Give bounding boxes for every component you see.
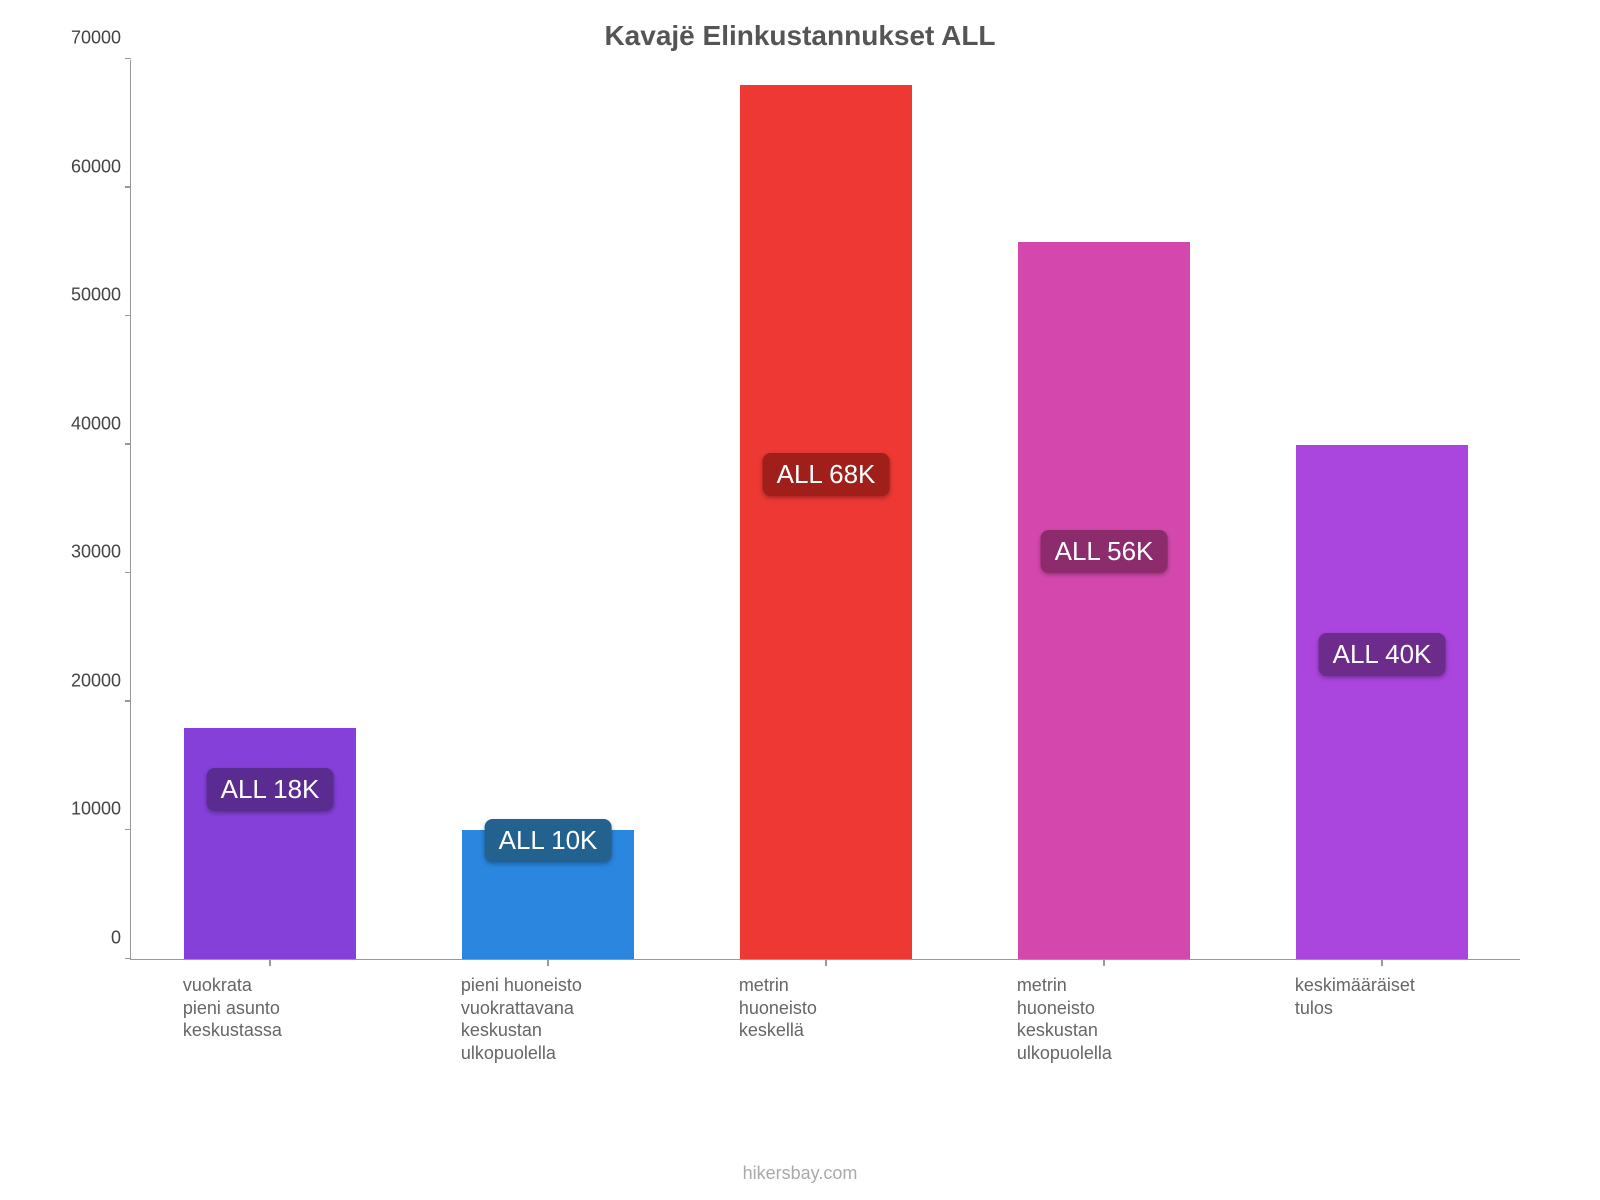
bar (1296, 445, 1468, 959)
x-axis-label: pieni huoneistovuokrattavanakeskustanulk… (461, 974, 673, 1064)
y-tick-label: 0 (61, 928, 121, 949)
x-tick-mark (1103, 960, 1105, 966)
y-tick-label: 30000 (61, 542, 121, 563)
bar (1018, 242, 1190, 959)
y-tick-mark (125, 572, 131, 574)
y-tick-label: 10000 (61, 799, 121, 820)
y-tick-mark (125, 315, 131, 317)
y-tick-label: 60000 (61, 156, 121, 177)
y-tick-mark (125, 829, 131, 831)
y-tick-label: 70000 (61, 28, 121, 49)
y-tick-label: 40000 (61, 413, 121, 434)
value-badge: ALL 10K (485, 819, 612, 862)
x-axis-label: keskimääräisettulos (1295, 974, 1507, 1019)
value-badge: ALL 56K (1041, 530, 1168, 573)
y-tick-mark (125, 700, 131, 702)
y-tick-label: 50000 (61, 285, 121, 306)
bar (184, 728, 356, 959)
x-axis-label: vuokratapieni asuntokeskustassa (183, 974, 395, 1042)
y-tick-mark (125, 958, 131, 960)
x-axis-label: metrinhuoneistokeskellä (739, 974, 951, 1042)
x-tick-mark (825, 960, 827, 966)
chart-container: Kavajë Elinkustannukset ALL 010000200003… (60, 20, 1540, 1140)
bar (740, 85, 912, 959)
y-tick-mark (125, 186, 131, 188)
x-axis-label: metrinhuoneistokeskustanulkopuolella (1017, 974, 1229, 1064)
plot-area: 010000200003000040000500006000070000ALL … (130, 60, 1520, 960)
value-badge: ALL 18K (207, 768, 334, 811)
y-tick-mark (125, 58, 131, 60)
value-badge: ALL 40K (1319, 633, 1446, 676)
x-tick-mark (269, 960, 271, 966)
y-tick-label: 20000 (61, 670, 121, 691)
chart-title: Kavajë Elinkustannukset ALL (60, 20, 1540, 52)
y-tick-mark (125, 443, 131, 445)
x-tick-mark (547, 960, 549, 966)
x-tick-mark (1381, 960, 1383, 966)
chart-footer: hikersbay.com (0, 1163, 1600, 1184)
value-badge: ALL 68K (763, 453, 890, 496)
